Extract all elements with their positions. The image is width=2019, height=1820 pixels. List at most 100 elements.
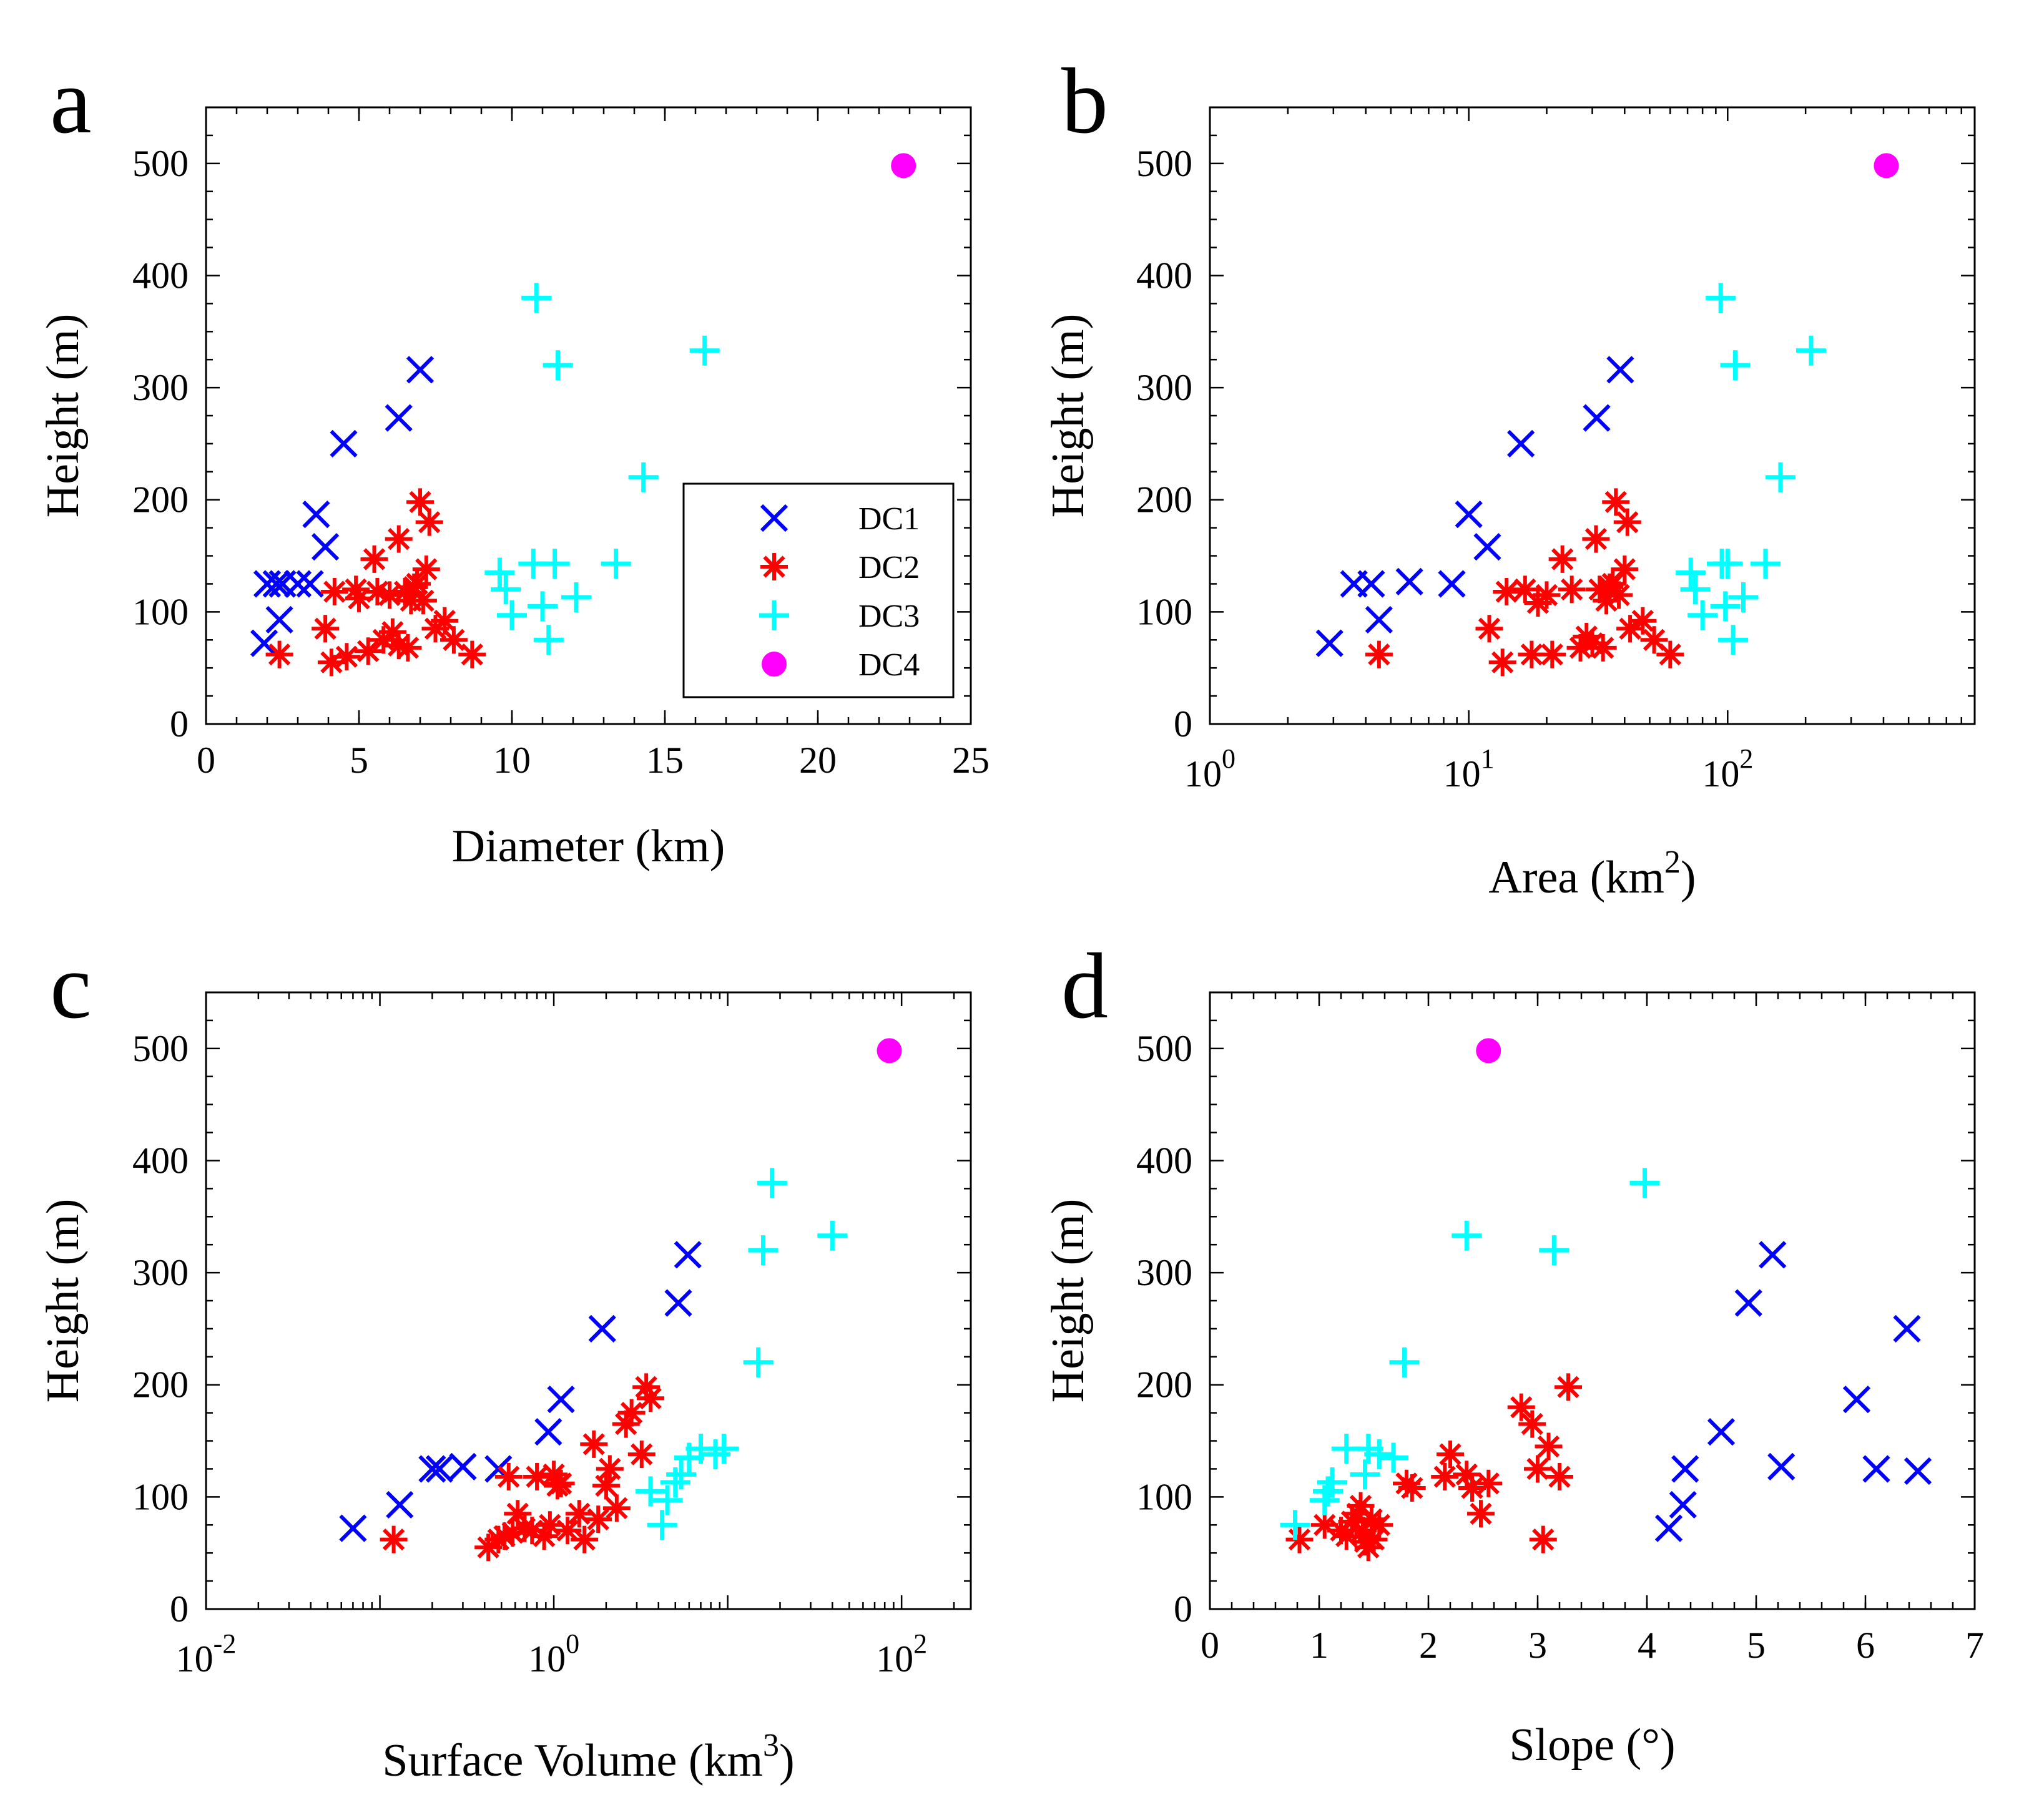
data-point — [1654, 1514, 1683, 1542]
data-point — [666, 1459, 697, 1490]
legend-label: DC1 — [858, 501, 920, 537]
data-point — [296, 570, 324, 598]
data-point — [1583, 404, 1611, 432]
data-point — [1680, 574, 1711, 605]
series-dc4 — [877, 1038, 902, 1064]
data-point — [412, 555, 440, 584]
data-point — [1539, 1235, 1570, 1266]
data-point — [539, 549, 570, 579]
data-point — [283, 570, 312, 598]
legend-marker — [760, 553, 788, 580]
x-axis-label: Area (km2) — [1488, 844, 1696, 903]
x-tick-label: 6 — [1856, 1625, 1875, 1666]
data-point — [592, 1472, 620, 1500]
data-point — [406, 356, 435, 384]
data-point — [406, 488, 434, 516]
y-tick-label: 0 — [1174, 1588, 1192, 1630]
data-point — [588, 1314, 616, 1343]
y-tick-label: 400 — [132, 1140, 189, 1181]
data-point — [385, 525, 413, 553]
data-point — [891, 153, 916, 179]
x-tick-label: 15 — [646, 740, 684, 781]
data-point — [1707, 1418, 1736, 1446]
y-tick-label: 300 — [1136, 367, 1192, 408]
series-dc4 — [1476, 1038, 1501, 1064]
series-dc4 — [1874, 153, 1899, 179]
data-point — [1555, 1373, 1582, 1401]
data-point — [627, 1441, 656, 1469]
y-axis-label: Height (m) — [37, 1199, 89, 1403]
y-tick-label: 500 — [132, 143, 189, 184]
data-point — [1473, 533, 1501, 561]
data-point — [534, 1418, 562, 1446]
data-point — [757, 1168, 787, 1198]
data-point — [330, 429, 358, 458]
data-point — [440, 626, 468, 654]
data-point — [877, 1038, 902, 1064]
data-point — [1395, 567, 1423, 595]
data-point — [674, 1241, 702, 1269]
data-point — [262, 570, 290, 598]
x-tick-label: 25 — [952, 740, 990, 781]
data-point — [1546, 1463, 1573, 1491]
data-point — [1365, 605, 1393, 634]
data-point — [312, 615, 340, 643]
data-point — [1438, 570, 1466, 598]
data-point — [418, 1455, 446, 1483]
panel-letter: c — [50, 934, 92, 1038]
data-point — [1893, 1314, 1921, 1343]
data-point — [376, 581, 403, 609]
data-point — [1350, 1459, 1380, 1490]
x-tick-label: 5 — [350, 740, 368, 781]
data-point — [458, 640, 486, 668]
legend-marker — [762, 652, 787, 677]
data-point — [1710, 591, 1741, 622]
y-tick-label: 500 — [132, 1028, 189, 1069]
data-point — [360, 545, 388, 573]
data-point — [1493, 578, 1521, 606]
data-point — [1475, 1469, 1503, 1497]
data-point — [647, 1510, 677, 1540]
data-point — [709, 1434, 739, 1464]
data-point — [1458, 1474, 1486, 1502]
data-point — [494, 1463, 523, 1491]
y-axis-label: Height (m) — [1043, 1199, 1094, 1403]
series-dc2 — [1365, 488, 1684, 677]
data-point — [1669, 1490, 1697, 1519]
data-point — [386, 1490, 414, 1519]
data-point — [1862, 1455, 1890, 1483]
data-point — [1475, 615, 1503, 643]
x-axis-label: Surface Volume (km3) — [382, 1728, 794, 1786]
data-point — [380, 1525, 408, 1553]
y-tick-label: 300 — [132, 1252, 189, 1293]
data-point — [1874, 153, 1899, 179]
data-point — [571, 1525, 599, 1553]
y-axis-label: Height (m) — [1043, 314, 1094, 518]
data-point — [1734, 1289, 1762, 1317]
y-tick-label: 300 — [1136, 1252, 1192, 1293]
x-tick-label: 1 — [1310, 1625, 1329, 1666]
y-tick-label: 400 — [1136, 1140, 1192, 1181]
data-point — [1718, 625, 1749, 655]
y-tick-label: 0 — [1174, 703, 1192, 745]
data-point — [601, 549, 631, 579]
data-point — [1533, 581, 1561, 609]
data-point — [1437, 1441, 1464, 1469]
data-point — [748, 1235, 779, 1266]
y-tick-label: 200 — [1136, 1364, 1192, 1406]
data-point — [561, 582, 591, 613]
data-point — [1285, 1525, 1314, 1553]
data-point — [1548, 545, 1576, 573]
legend-label: DC3 — [858, 599, 920, 634]
series-dc2 — [380, 1373, 665, 1562]
x-tick-label: 100 — [1184, 743, 1235, 795]
data-point — [491, 574, 521, 605]
data-point — [1765, 462, 1795, 492]
x-tick-label: 5 — [1747, 1625, 1766, 1666]
data-point — [302, 500, 330, 529]
data-point — [1280, 1510, 1310, 1540]
y-tick-label: 500 — [1136, 1028, 1192, 1069]
series-dc3 — [636, 1168, 848, 1540]
